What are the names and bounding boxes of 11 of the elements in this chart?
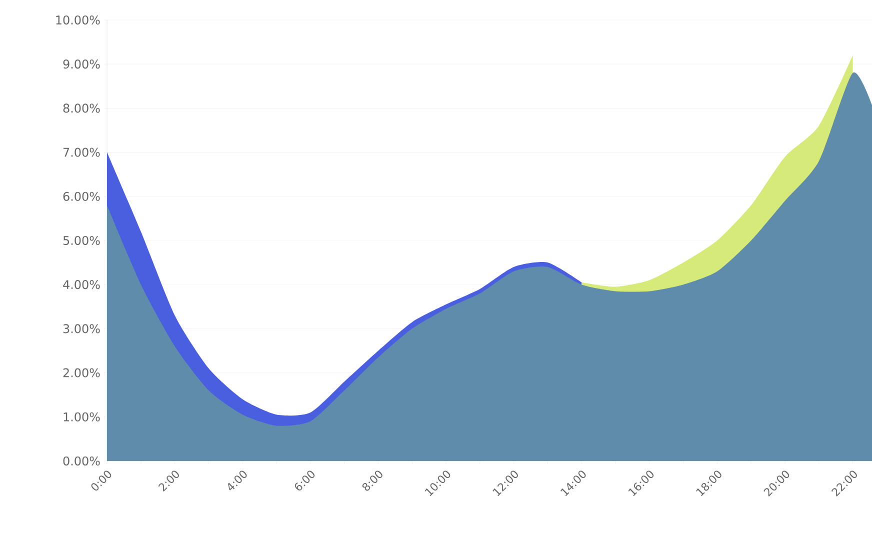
y-tick-label: 8.00% [63, 104, 100, 113]
y-tick-label: 1.00% [64, 412, 100, 422]
y-tick-label: 7.00% [63, 148, 100, 157]
y-tick-label: 4.00% [63, 280, 100, 290]
y-tick-label: 0.00% [63, 456, 100, 466]
y-tick-label: 2.00% [63, 368, 100, 378]
y-tick-label: 5.00% [63, 236, 100, 246]
y-tick-label: 9.00% [63, 60, 100, 69]
y-tick-label: 6.00% [63, 192, 100, 201]
y-tick-label: 3.00% [63, 324, 100, 334]
y-tick-label: 10.00% [56, 15, 100, 25]
